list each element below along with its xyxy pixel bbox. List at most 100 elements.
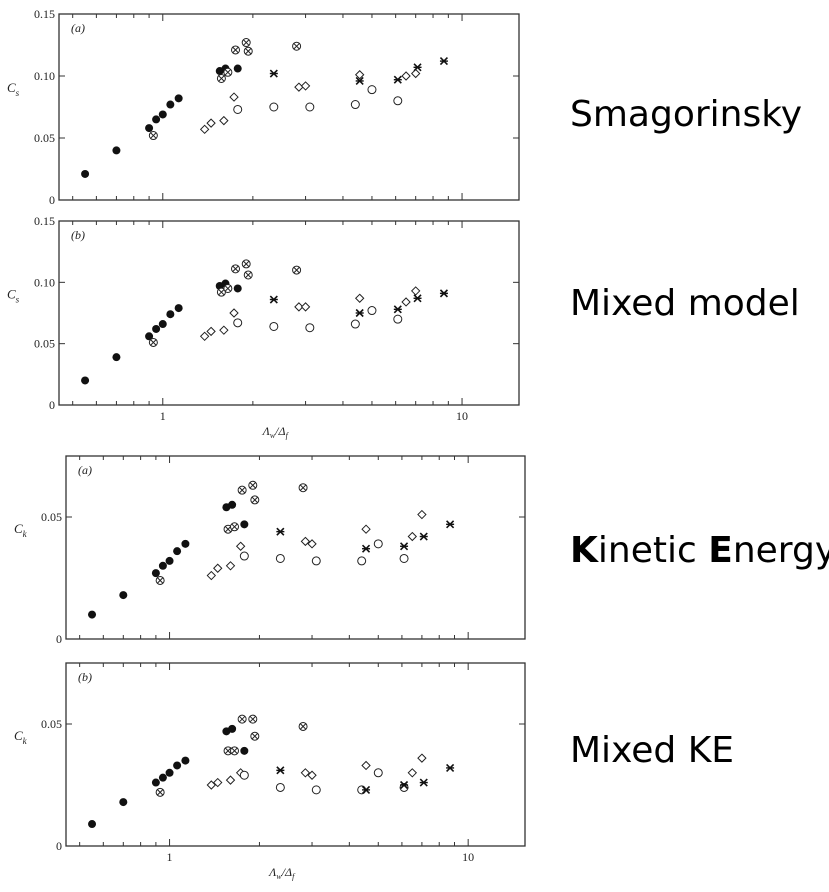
marker-cross	[245, 271, 252, 279]
data-point	[174, 304, 183, 313]
x-tick-label: 10	[462, 850, 474, 864]
x-axis-label-sub: w	[276, 872, 282, 881]
panel-tag: (b)	[78, 670, 92, 684]
data-point	[199, 124, 210, 135]
data-point	[439, 289, 449, 298]
data-point	[276, 527, 285, 536]
data-point	[373, 539, 383, 549]
marker-cross	[232, 265, 239, 272]
data-point	[223, 746, 233, 756]
data-point	[300, 768, 311, 778]
y-axis-label-sub: k	[23, 736, 28, 746]
marker-cross	[218, 288, 225, 296]
label-mixed-ke: Mixed KE	[570, 730, 735, 771]
series-open-circle	[233, 85, 403, 114]
marker-cross	[156, 577, 164, 584]
data-point	[165, 556, 174, 565]
data-point	[407, 768, 418, 778]
y-axis-label: Ck	[14, 521, 28, 539]
data-point	[88, 610, 97, 619]
marker-cross	[251, 733, 258, 740]
data-point	[243, 46, 253, 56]
y-tick-label: 0	[56, 839, 62, 853]
data-point	[206, 118, 216, 128]
data-point	[119, 798, 128, 807]
marker-cross	[238, 715, 246, 723]
y-axis-label: Ck	[14, 728, 28, 746]
x-axis-label-sub: f	[292, 872, 296, 881]
data-point	[355, 308, 364, 318]
data-point	[228, 500, 237, 509]
series-filled-circle	[88, 500, 249, 619]
y-tick-label: 0.05	[41, 510, 62, 524]
data-point	[165, 768, 174, 777]
marker-cross	[299, 723, 307, 730]
data-point	[292, 41, 302, 51]
marker-cross	[218, 75, 225, 82]
y-axis-label-sub: k	[23, 529, 28, 539]
data-point	[148, 337, 158, 347]
data-point	[311, 556, 321, 566]
data-point	[393, 314, 403, 324]
y-axis-label-main: C	[14, 521, 23, 536]
data-point	[239, 770, 249, 780]
data-point	[181, 756, 190, 765]
data-point	[361, 524, 371, 534]
data-point	[354, 293, 365, 303]
data-point	[410, 286, 421, 296]
marker-cross	[224, 747, 232, 754]
plot-frame	[65, 455, 526, 640]
data-point	[229, 522, 239, 532]
data-point	[269, 321, 279, 331]
data-point	[228, 724, 237, 733]
data-point	[401, 71, 411, 81]
data-point	[223, 67, 233, 77]
x-axis-label-sub: f	[286, 431, 290, 440]
data-point	[298, 721, 308, 731]
marker-cross	[224, 285, 232, 292]
data-point	[166, 100, 175, 109]
kinetic-rest: inetic	[597, 530, 709, 571]
data-point	[410, 68, 421, 79]
data-point	[373, 768, 383, 778]
data-point	[354, 70, 365, 80]
data-point	[233, 318, 243, 328]
data-point	[243, 270, 253, 280]
data-point	[361, 785, 371, 794]
data-point	[237, 714, 247, 724]
chart-panel-4: 0 0.05 1 10 (b) Ck Λw/Δf	[14, 662, 526, 881]
marker-cross	[293, 266, 300, 274]
data-point	[300, 302, 311, 312]
data-point	[233, 104, 243, 114]
data-point	[355, 76, 364, 86]
data-point	[417, 509, 427, 520]
data-point	[350, 100, 360, 110]
marker-cross	[299, 484, 307, 491]
y-tick-label: 0.10	[34, 275, 55, 289]
data-point	[419, 532, 428, 541]
marker-cross	[293, 43, 300, 50]
y-axis-label-sub: s	[16, 88, 20, 98]
x-tick-label: 1	[160, 409, 166, 423]
data-point	[393, 305, 402, 314]
series-open-diamond	[206, 753, 427, 790]
label-smagorinsky: Smagorinsky	[570, 94, 803, 135]
data-point	[206, 570, 217, 581]
series-crossed-circle	[148, 38, 302, 141]
y-tick-label: 0.15	[34, 7, 55, 21]
data-point	[173, 761, 182, 770]
plot-frame	[58, 13, 520, 201]
data-point	[239, 551, 249, 561]
data-point	[225, 775, 236, 785]
data-point	[292, 265, 302, 275]
data-point	[81, 169, 90, 178]
x-tick-label: 1	[167, 850, 173, 864]
series-crossed-circle	[148, 259, 302, 347]
data-point	[233, 64, 242, 73]
chart-panel-3: 0 0.05 (a) Ck	[14, 455, 526, 646]
data-point	[199, 331, 210, 342]
data-point	[361, 544, 371, 553]
data-point	[241, 38, 251, 48]
data-point	[357, 556, 367, 566]
data-point	[311, 785, 321, 795]
